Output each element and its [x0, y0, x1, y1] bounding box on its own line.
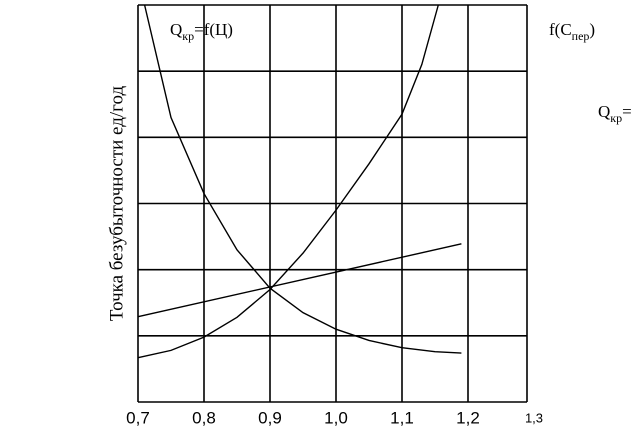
annotation-text: f(C	[549, 20, 572, 39]
annotation-text: Q	[598, 102, 610, 121]
x-tick-label: 1,1	[390, 408, 414, 427]
annotation-sub: кр	[182, 29, 194, 43]
annotation-rest: =f(Ц)	[194, 20, 233, 39]
x-tick-label: 0,7	[126, 408, 150, 427]
curve	[137, 243, 462, 318]
annotation: f(Cпер)	[549, 20, 595, 43]
y-axis-label: Точка безубыточности ед/год	[106, 86, 127, 322]
x-tick-label: 0,8	[192, 408, 216, 427]
annotation-sub: кр	[610, 111, 622, 125]
annotation-rest: =	[622, 102, 632, 121]
annotation-sub: пер	[572, 29, 590, 43]
annotation: Qкр=f(Ц)	[170, 20, 233, 43]
x-tick-label: 1,3	[525, 410, 543, 425]
curve	[143, 4, 462, 354]
x-tick-label: 1,2	[456, 408, 480, 427]
curve	[137, 4, 439, 359]
annotation-rest: )	[589, 20, 595, 39]
x-tick-label: 0,9	[258, 408, 282, 427]
annotation: Qкр=	[598, 102, 632, 125]
annotation-text: Q	[170, 20, 182, 39]
x-tick-label: 1,0	[324, 408, 348, 427]
